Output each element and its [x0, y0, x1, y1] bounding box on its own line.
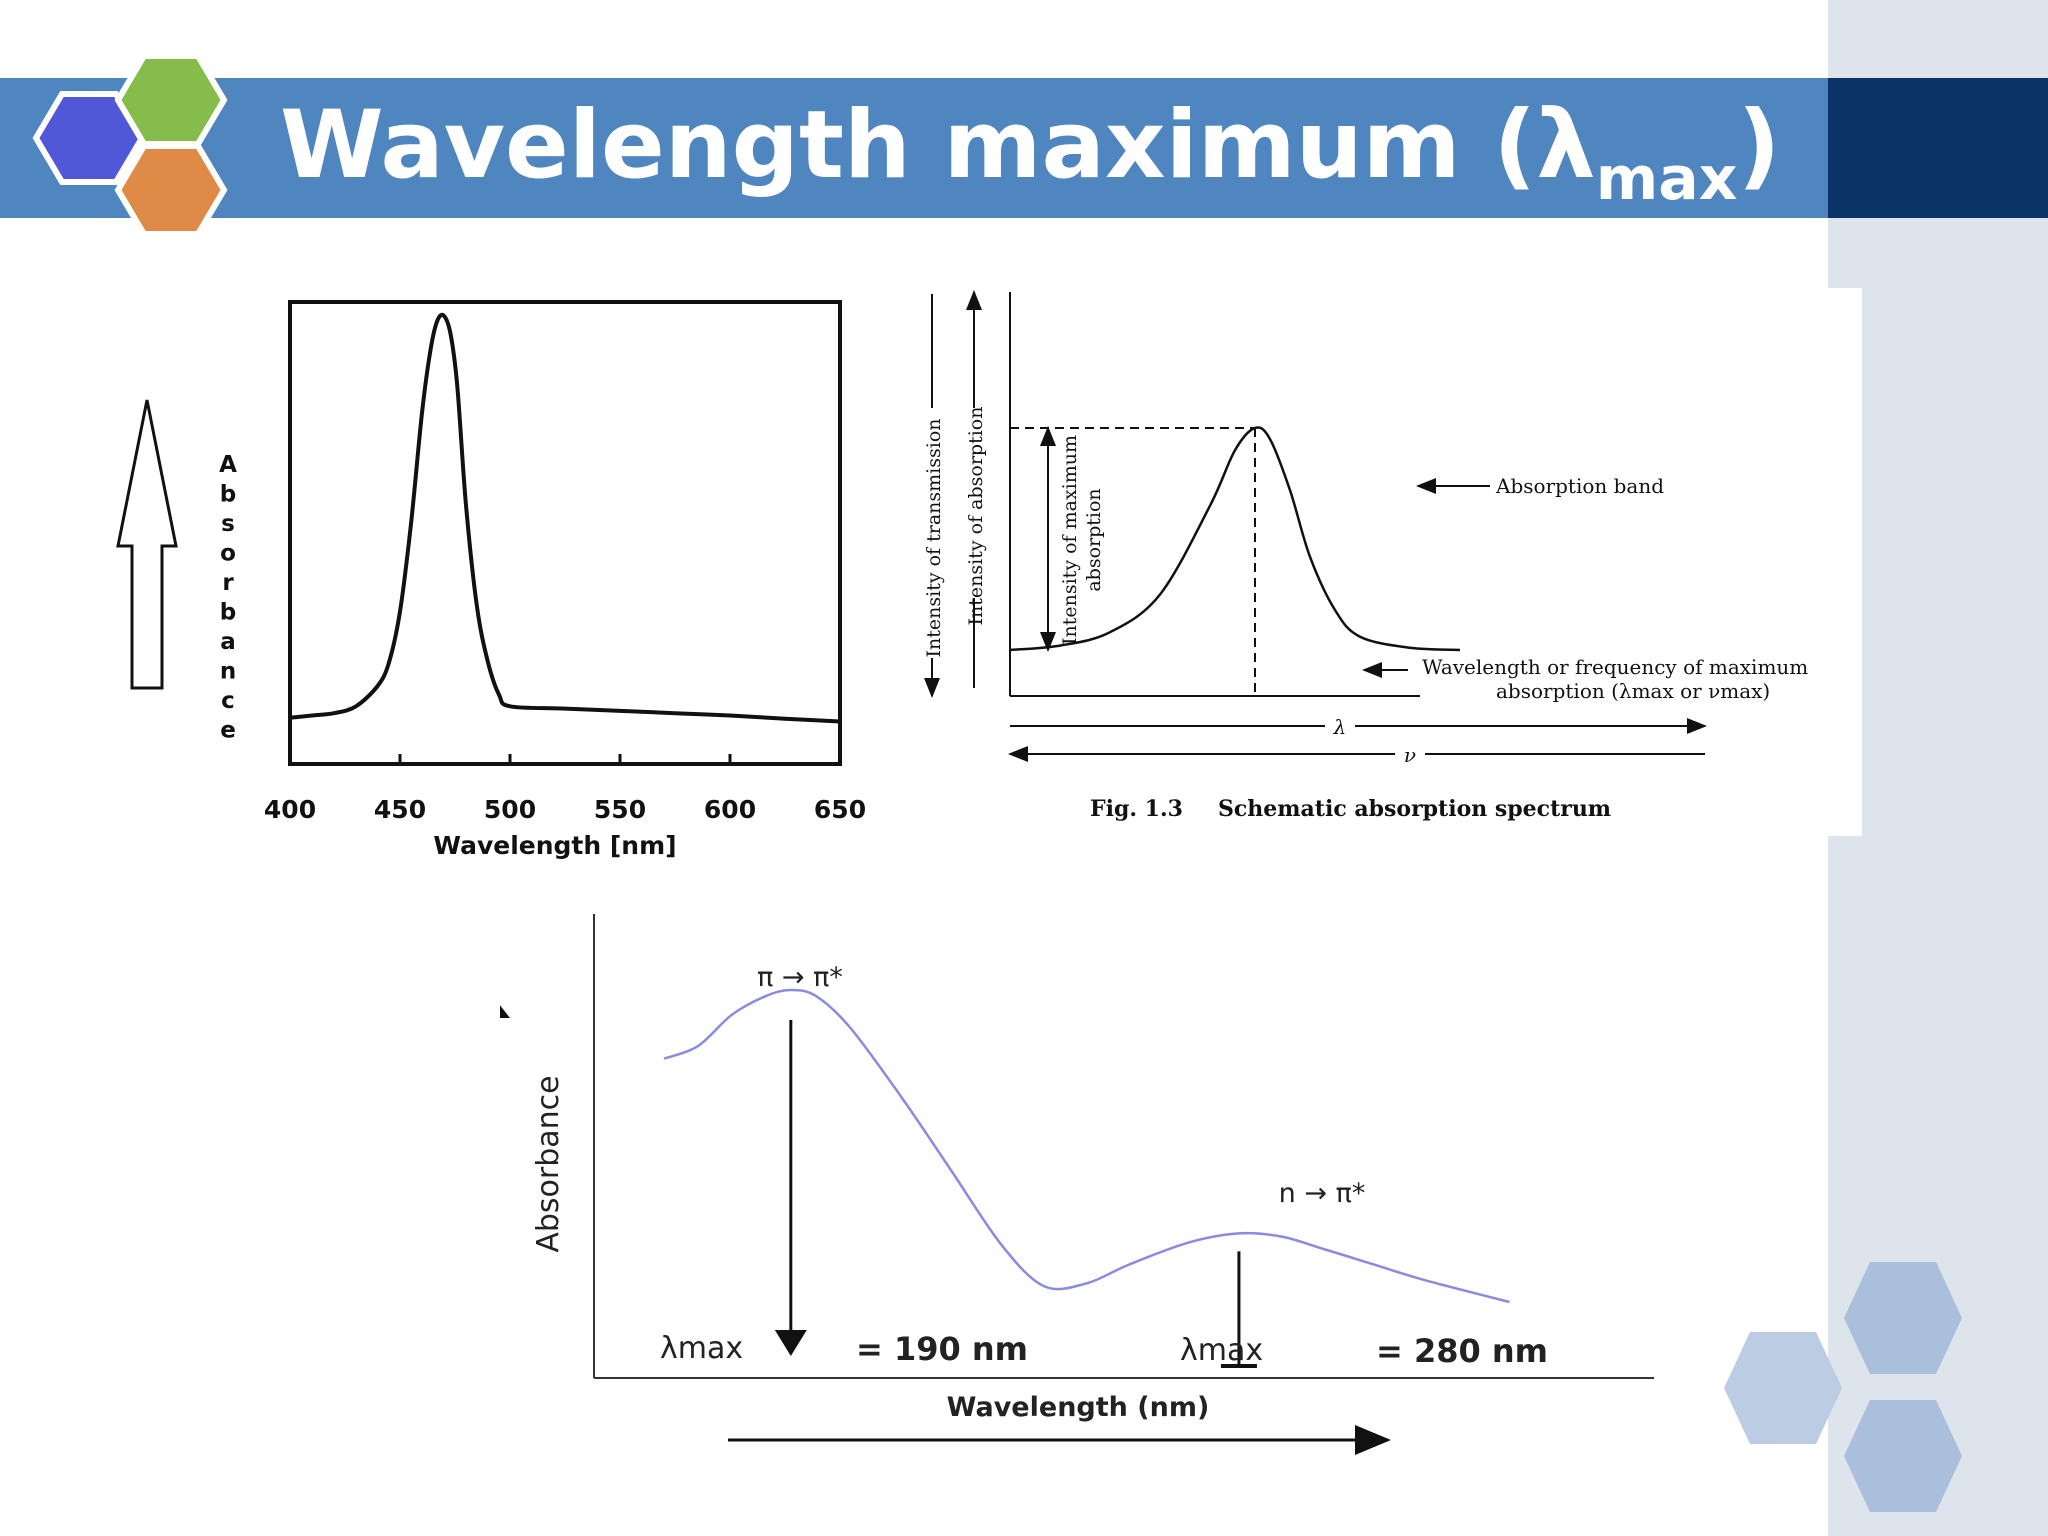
- x-tick-label: 550: [594, 795, 646, 824]
- plot-frame: [288, 300, 842, 766]
- transitions-chart: Absorbance π → π* n → π* λmax = 190 nm λ…: [466, 914, 1654, 1455]
- lambda-max-value-280: = 280 nm: [1376, 1332, 1548, 1370]
- lambda-max-label-1: λmax: [660, 1331, 743, 1366]
- y-axis-label: Absorbance: [531, 1075, 566, 1252]
- y-label-letter: e: [220, 718, 236, 744]
- wavelength-max-label-line1: Wavelength or frequency of maximum: [1422, 655, 1808, 679]
- hexagon-logo-icon: [32, 53, 228, 237]
- absorbance-curve: [289, 312, 841, 724]
- y-label-letter: o: [220, 541, 236, 567]
- absorbance-arrow-head-icon: [466, 990, 510, 1018]
- x-tick-label: 600: [704, 795, 756, 824]
- deco-hexagon-top-icon: [1844, 1262, 1962, 1374]
- schematic-figure: Intensity of transmission Intensity of a…: [900, 288, 1862, 836]
- y-label-letter: n: [220, 659, 236, 685]
- figure-caption-label: Fig. 1.3: [1090, 796, 1183, 822]
- deco-hexagon-bottom-icon: [1844, 1400, 1962, 1512]
- slide-title: Wavelength maximum (λmax): [280, 86, 1780, 217]
- title-main: Wavelength maximum (λ: [280, 91, 1596, 200]
- y-label-letter: b: [220, 482, 236, 508]
- transitions-figure: Absorbance π → π* n → π* λmax = 190 nm λ…: [466, 890, 1680, 1480]
- lambda-max-190-arrowhead-icon: [774, 1330, 807, 1356]
- absorption-axis-label: Intensity of absorption: [965, 407, 987, 626]
- title-close: ): [1737, 91, 1781, 200]
- y-label-letter: s: [221, 511, 235, 537]
- y-label-letter: c: [221, 688, 235, 714]
- x-axis-label: Wavelength (nm): [947, 1392, 1210, 1423]
- x-tick-label: 400: [264, 795, 316, 824]
- absorption-band-curve: [1009, 426, 1461, 652]
- pi-pi-star-label: π → π*: [757, 962, 843, 993]
- absorbance-chart: Absorbance 400 450 500 550 600 650 Wavelength…: [116, 300, 866, 860]
- title-bar: [0, 78, 1828, 218]
- title-bar-accent: [1828, 78, 2048, 218]
- wavelength-max-label-line2: absorption (λmax or νmax): [1496, 679, 1770, 703]
- nu-arrow-label: ν: [1404, 743, 1416, 767]
- y-label-letter: a: [220, 629, 236, 655]
- absorption-band-label: Absorption band: [1495, 474, 1664, 498]
- lambda-arrow-label: λ: [1333, 715, 1347, 739]
- title-subscript: max: [1595, 144, 1738, 214]
- lambda-max-label-2: λmax: [1180, 1333, 1263, 1368]
- absorbance-up-arrow-icon: [116, 399, 178, 690]
- max-intensity-label-line1: Intensity of maximum: [1059, 435, 1081, 645]
- x-axis-label: Wavelength [nm]: [433, 831, 676, 860]
- y-label-letter: A: [219, 452, 237, 478]
- y-label-letter: r: [222, 570, 234, 596]
- decorative-hexagons-icon: [1724, 1262, 1962, 1512]
- orange-hexagon-icon: [114, 143, 228, 237]
- green-hexagon-icon: [114, 53, 228, 147]
- x-tick-label: 650: [814, 795, 866, 824]
- transitions-curve: [663, 988, 1510, 1304]
- transmission-axis-label: Intensity of transmission: [923, 419, 945, 658]
- deco-hexagon-left-icon: [1724, 1332, 1842, 1444]
- x-tick-label: 450: [374, 795, 426, 824]
- max-intensity-label-line2: absorption: [1083, 488, 1105, 591]
- x-tick-label: 500: [484, 795, 536, 824]
- figure-caption-text: Schematic absorption spectrum: [1218, 796, 1611, 822]
- schematic-chart: Intensity of transmission Intensity of a…: [922, 290, 1808, 822]
- y-axis-label: Absorbance: [219, 452, 237, 744]
- n-pi-star-label: n → π*: [1279, 1178, 1366, 1209]
- y-label-letter: b: [220, 600, 236, 626]
- lambda-max-value-190: = 190 nm: [856, 1330, 1028, 1368]
